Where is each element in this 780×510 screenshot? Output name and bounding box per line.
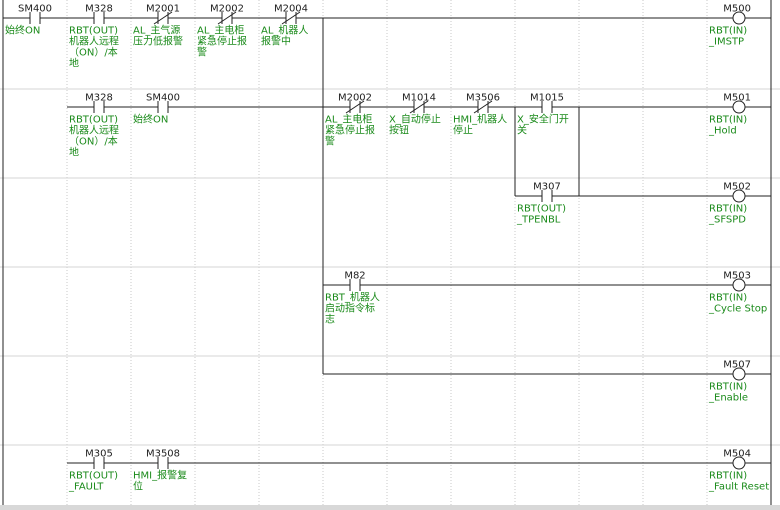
contact-slash (281, 11, 301, 25)
contact-comment: AL_主电柜 (325, 112, 372, 125)
contact-comment: （ON）/本 (69, 134, 118, 147)
contact-comment: 地 (69, 56, 79, 69)
contact-comment: 关 (517, 123, 527, 136)
contact-slash (409, 100, 429, 114)
contact-gap (94, 106, 104, 108)
status-strip (0, 505, 780, 510)
contact-comment: 按钮 (389, 123, 409, 136)
contact-gap (94, 17, 104, 19)
contact-comment: RBT(OUT) (69, 114, 118, 125)
contact-comment: 位 (133, 479, 143, 492)
contact-address: M328 (85, 92, 113, 103)
contact-comment: 警 (325, 134, 335, 147)
contact-address: M2004 (274, 3, 308, 14)
coil (732, 100, 746, 114)
contact-comment: 报警中 (261, 34, 291, 47)
contact-gap (350, 284, 360, 286)
contact-comment: HMI_机器人 (453, 112, 507, 125)
contact-comment: _TPENBL (516, 214, 561, 225)
coil-address: M503 (723, 270, 751, 281)
contact-slash (473, 100, 493, 114)
contact-comment: AL_机器人 (261, 23, 308, 36)
coil-comment: RBT(IN) (709, 114, 747, 125)
contact-address: M305 (85, 448, 113, 459)
contact-comment: X_安全门开 (517, 112, 569, 125)
contact-comment: 机器人远程 (69, 34, 119, 47)
coil-comment: RBT(IN) (709, 292, 747, 303)
contact-gap (158, 106, 168, 108)
contact-comment: 志 (325, 312, 335, 325)
contact-comment: RBT_机器人 (325, 290, 380, 303)
coil-comment: _SFSPD (708, 214, 746, 225)
coil (732, 189, 746, 203)
contact-comment: 机器人远程 (69, 123, 119, 136)
contact-address: M3506 (466, 92, 500, 103)
contact-address: SM400 (146, 92, 180, 103)
coil-comment: _Hold (708, 125, 737, 136)
contact-address: M3508 (146, 448, 180, 459)
contact-address: M307 (533, 181, 561, 192)
contact-comment: 启动指令标 (325, 301, 375, 314)
coil-comment: RBT(IN) (709, 203, 747, 214)
contact-comment: RBT(OUT) (517, 203, 566, 214)
contact-comment: 始终ON (5, 23, 40, 36)
contact-gap (94, 462, 104, 464)
contact-comment: 紧急停止报 (197, 34, 247, 47)
contact-address: M1015 (530, 92, 564, 103)
contact-comment: 始终ON (133, 112, 168, 125)
coil-address: M502 (723, 181, 751, 192)
contact-address: M1014 (402, 92, 436, 103)
coil-address: M501 (723, 92, 751, 103)
contact-slash (345, 100, 365, 114)
coil-comment: _Enable (708, 392, 748, 403)
coil (732, 11, 746, 25)
coil (732, 456, 746, 470)
coil-comment: _Cycle Stop (708, 303, 767, 314)
coil-comment: RBT(IN) (709, 381, 747, 392)
contact-comment: 紧急停止报 (325, 123, 375, 136)
contact-comment: 压力低报警 (133, 34, 183, 47)
contact-comment: HMI_报警复 (133, 468, 187, 481)
contact-address: M328 (85, 3, 113, 14)
contact-gap (158, 462, 168, 464)
coil (732, 278, 746, 292)
coil (732, 367, 746, 381)
contact-address: M2002 (210, 3, 244, 14)
contact-comment: RBT(OUT) (69, 25, 118, 36)
contact-slash (153, 11, 173, 25)
contact-gap (542, 195, 552, 197)
coil-comment: RBT(IN) (709, 25, 747, 36)
contact-gap (542, 106, 552, 108)
contact-comment: AL_主气源 (133, 23, 180, 36)
contact-comment: X_自动停止 (389, 112, 441, 125)
contact-comment: RBT(OUT) (69, 470, 118, 481)
contact-address: M2002 (338, 92, 372, 103)
contact-comment: 地 (69, 145, 79, 158)
contact-gap (30, 17, 40, 19)
contact-comment: （ON）/本 (69, 45, 118, 58)
contact-comment: 停止 (453, 123, 473, 136)
contact-comment: _FAULT (68, 481, 104, 492)
coil-comment: _IMSTP (708, 36, 744, 47)
coil-address: M500 (723, 3, 751, 14)
contact-comment: 警 (197, 45, 207, 58)
coil-comment: _Fault Reset (708, 481, 769, 492)
contact-address: M2001 (146, 3, 180, 14)
contact-address: SM400 (18, 3, 52, 14)
contact-slash (217, 11, 237, 25)
coil-address: M507 (723, 359, 751, 370)
coil-address: M504 (723, 448, 751, 459)
contact-address: M82 (344, 270, 365, 281)
coil-comment: RBT(IN) (709, 470, 747, 481)
contact-comment: AL_主电柜 (197, 23, 244, 36)
